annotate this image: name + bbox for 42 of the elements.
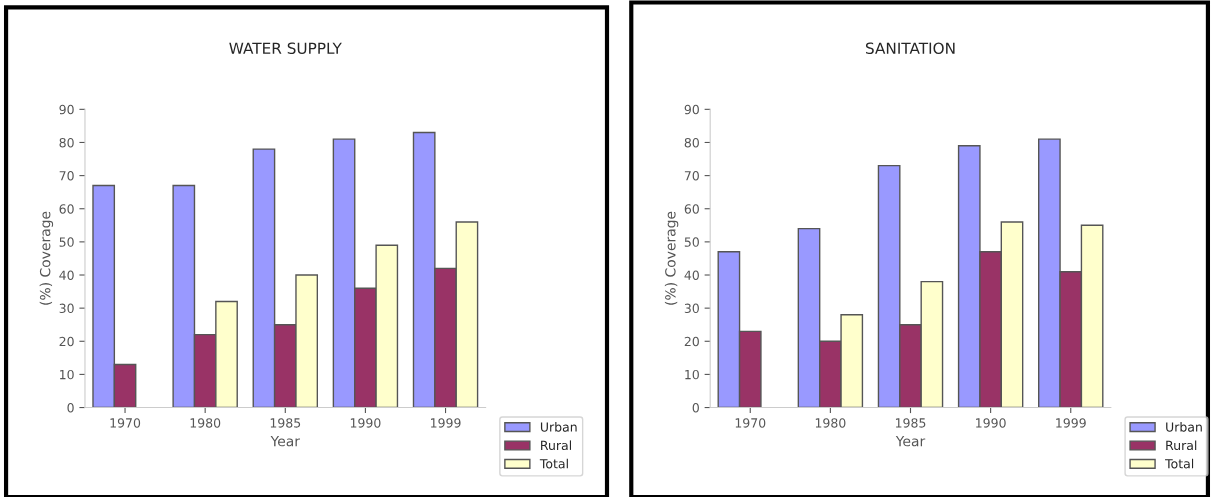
- x-tick-label: 1970: [735, 418, 766, 428]
- y-tick-label: 10: [685, 369, 699, 380]
- y-tick-label: 0: [67, 403, 74, 413]
- y-tick-label: 0: [692, 403, 699, 413]
- x-tick-label: 1990: [976, 418, 1006, 428]
- chart-title: SANITATION: [865, 42, 955, 54]
- x-tick-label: 1999: [431, 418, 461, 428]
- y-tick-label: 20: [59, 336, 74, 347]
- legend-label: Rural: [541, 440, 572, 451]
- y-tick-label: 10: [60, 369, 74, 380]
- y-tick-label: 20: [684, 336, 699, 347]
- y-tick-label: 90: [59, 104, 74, 115]
- x-tick-label: 1980: [815, 418, 846, 428]
- legend-label: Rural: [1166, 440, 1197, 451]
- legend-label: Total: [1165, 458, 1194, 469]
- y-tick-label: 80: [59, 137, 74, 148]
- x-axis-title: Year: [270, 436, 300, 447]
- y-tick-label: 30: [59, 303, 74, 314]
- chart-title: WATER SUPPLY: [229, 42, 342, 54]
- y-tick-label: 90: [684, 104, 699, 115]
- y-tick-label: 70: [684, 171, 699, 181]
- y-axis-title: (%) Coverage: [39, 211, 54, 305]
- y-tick-label: 50: [684, 237, 699, 247]
- x-tick-label: 1990: [350, 418, 381, 428]
- legend-label: Urban: [1166, 422, 1202, 432]
- y-tick-label: 50: [59, 237, 74, 247]
- y-tick-label: 40: [59, 270, 74, 280]
- y-tick-label: 30: [684, 303, 699, 314]
- y-tick-label: 40: [684, 270, 699, 280]
- x-tick-label: 1999: [1056, 418, 1086, 428]
- x-tick-label: 1970: [110, 418, 141, 428]
- x-tick-label: 1985: [895, 418, 926, 428]
- legend-label: Total: [539, 458, 568, 469]
- x-axis-title: Year: [895, 436, 926, 447]
- y-tick-label: 70: [59, 171, 74, 181]
- y-axis-title: (%) Coverage: [664, 211, 679, 305]
- x-tick-label: 1980: [190, 418, 221, 428]
- legend-label: Urban: [540, 422, 577, 432]
- y-tick-label: 60: [59, 204, 74, 214]
- x-tick-label: 1985: [270, 418, 301, 428]
- y-tick-label: 80: [684, 137, 699, 148]
- y-tick-label: 60: [684, 204, 699, 214]
